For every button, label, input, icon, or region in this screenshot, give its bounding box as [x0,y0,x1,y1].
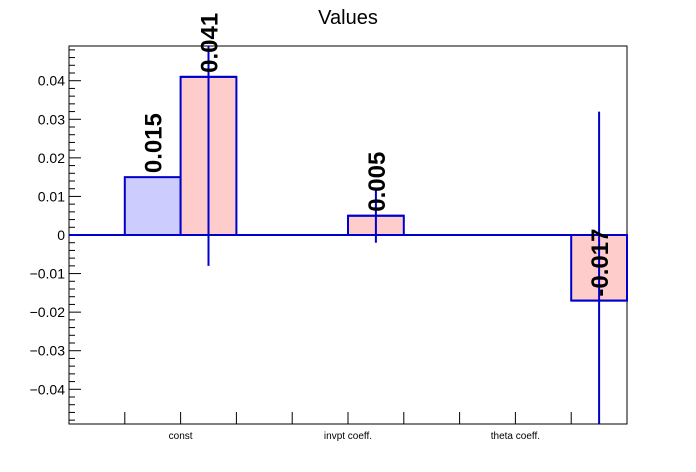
data-label: -0.017 [587,229,614,297]
data-label: 0.015 [141,113,168,173]
y-tick-label: −0.01 [30,266,66,282]
x-category-label: const [169,431,193,442]
y-tick-label: 0.01 [38,188,65,204]
data-label: 0.005 [364,152,391,212]
y-tick-label: 0 [57,227,65,243]
chart-title: Values [318,7,378,29]
data-label: 0.041 [197,13,224,73]
y-tick-label: 0.02 [38,150,65,166]
bar [123,176,182,236]
y-tick-label: −0.04 [30,381,66,397]
y-tick-label: −0.03 [30,343,66,359]
x-category-label: invpt coeff. [324,431,372,442]
y-tick-label: 0.04 [38,73,65,89]
x-category-label: theta coeff. [491,431,540,442]
y-tick-label: 0.03 [38,111,65,127]
y-tick-label: −0.02 [30,304,66,320]
